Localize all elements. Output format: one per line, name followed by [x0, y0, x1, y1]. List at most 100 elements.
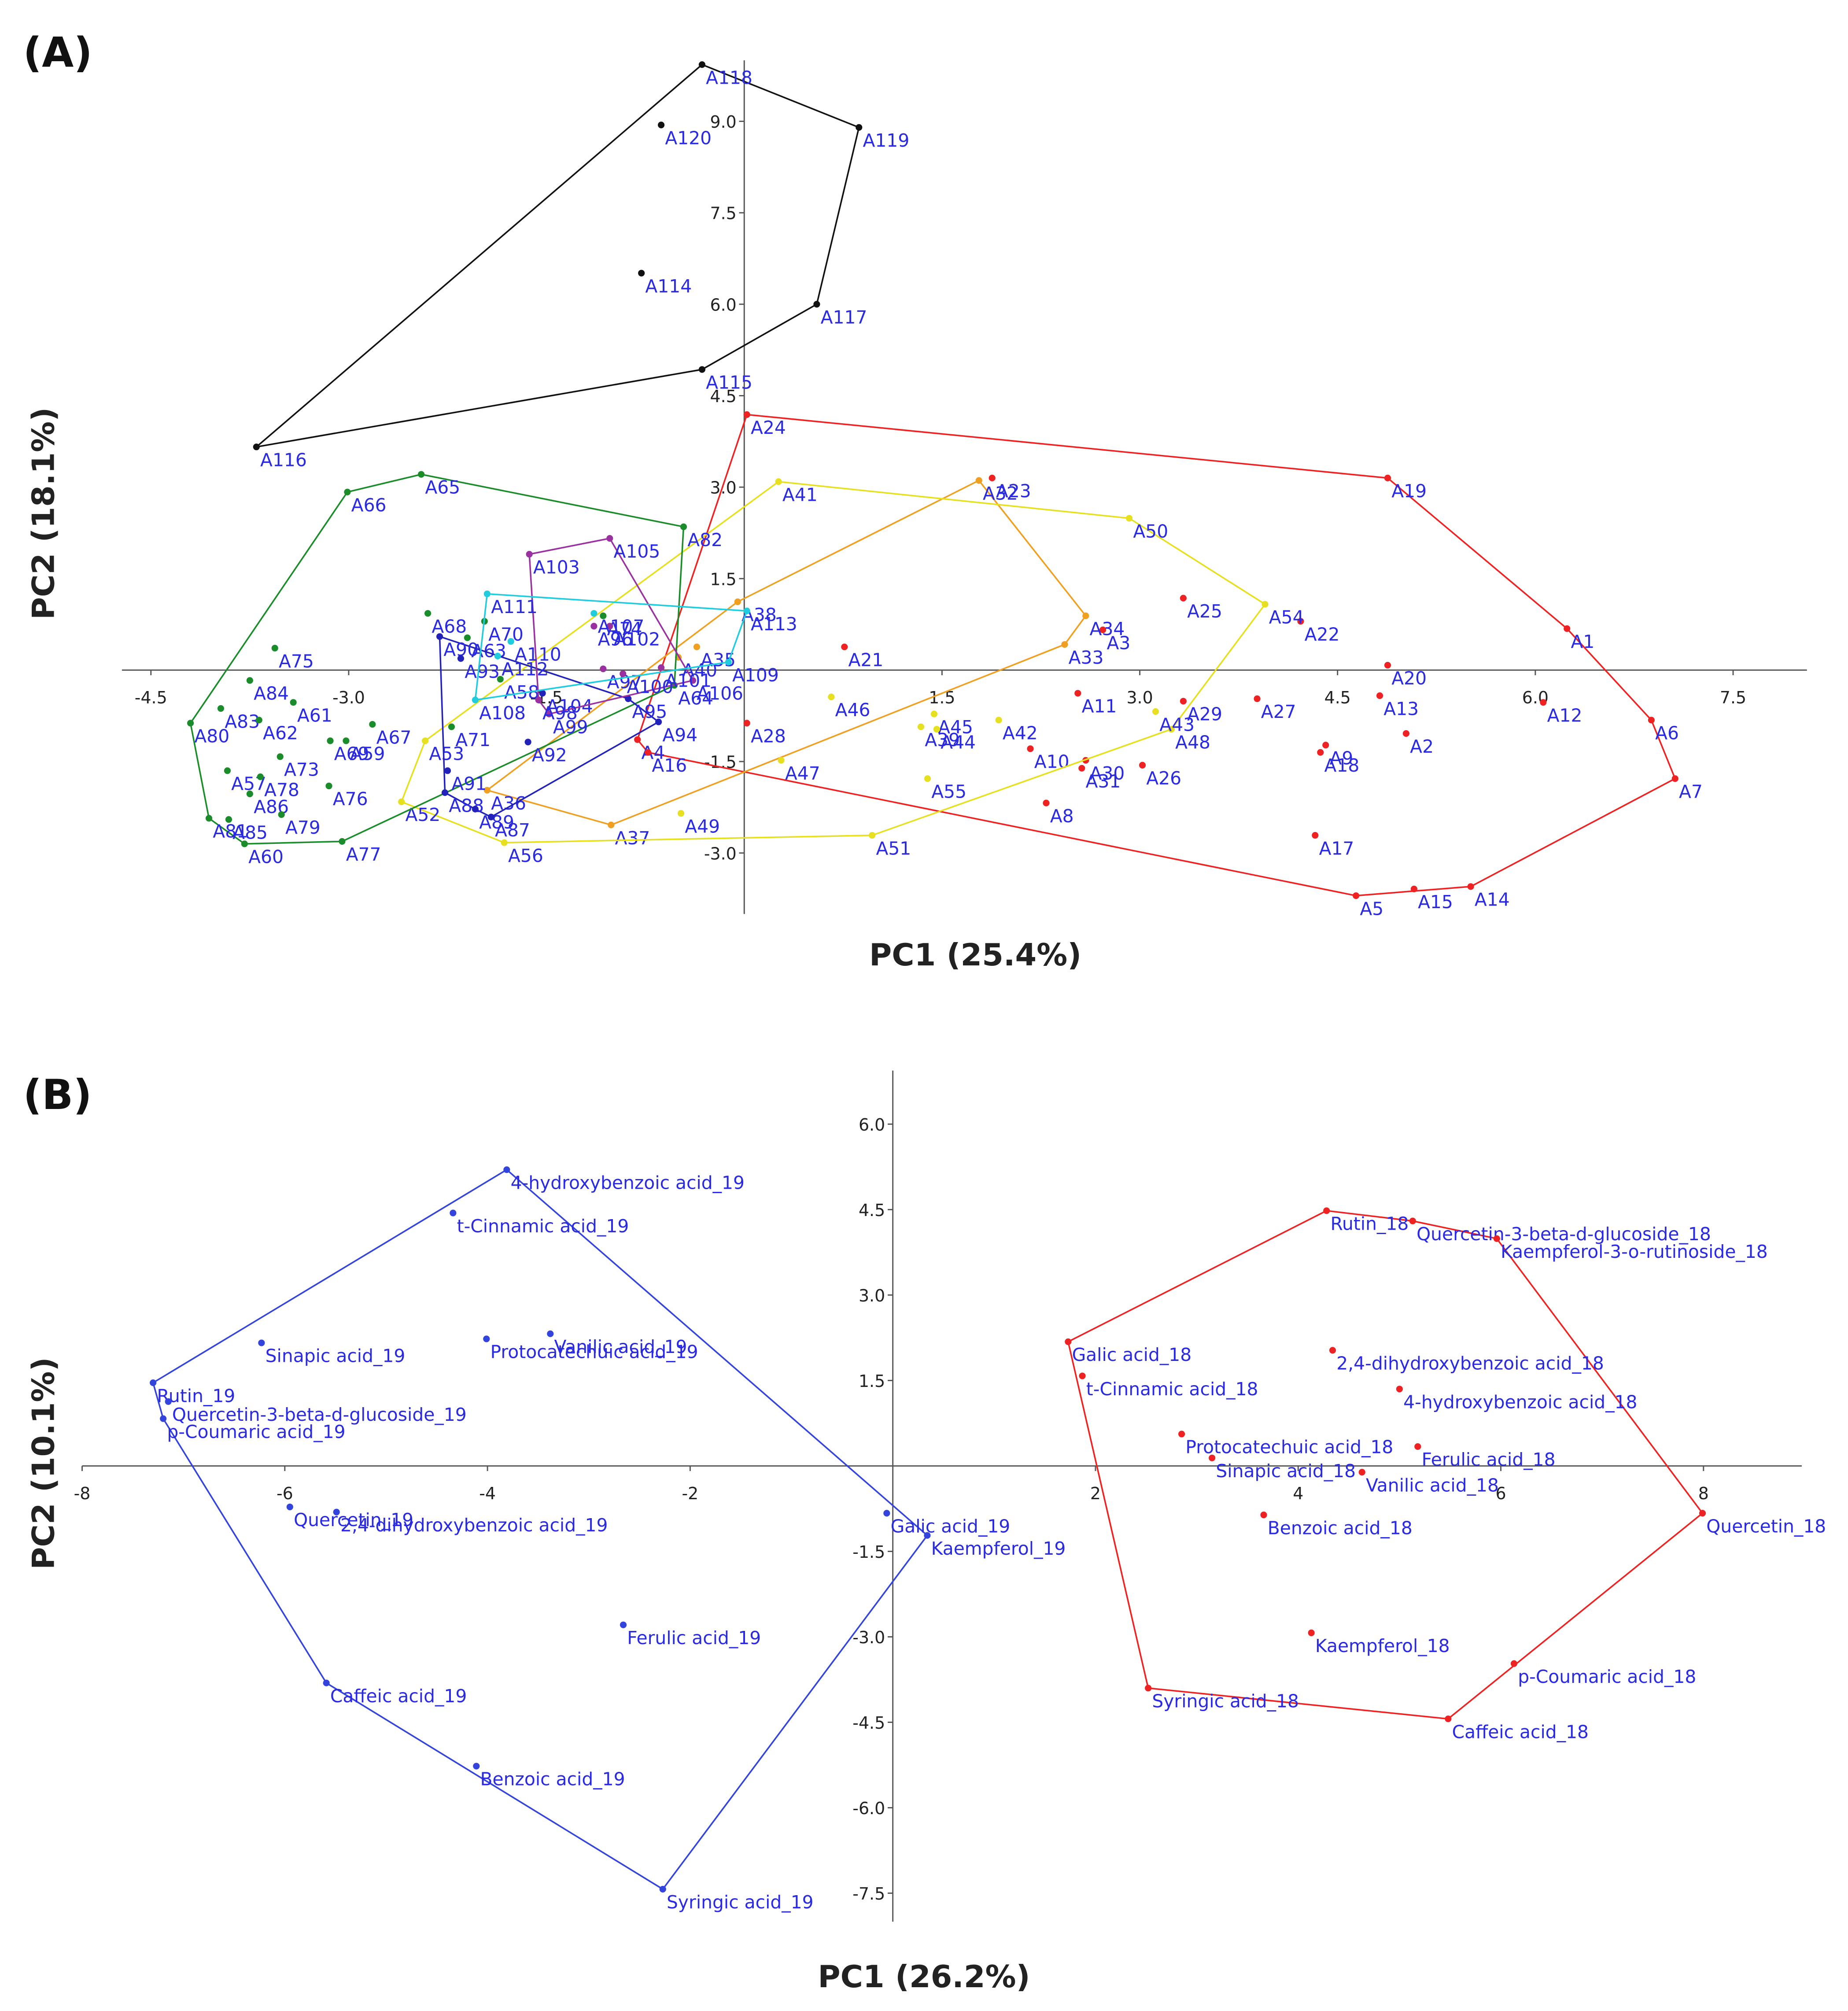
point-label: A103 [533, 557, 580, 578]
point-label: A22 [1305, 624, 1340, 645]
point [658, 122, 665, 129]
point [1564, 625, 1571, 632]
point-label: Protocatechuic acid_19 [491, 1342, 698, 1363]
point [1065, 1338, 1072, 1346]
point [472, 696, 479, 703]
point-label: A14 [1475, 889, 1510, 910]
point-label: A68 [432, 616, 467, 637]
y-tick-label: 9.0 [710, 112, 737, 132]
x-tick-label: 4.5 [1324, 688, 1351, 707]
point-label: A113 [751, 614, 797, 635]
point [325, 782, 332, 790]
point-label: A10 [1034, 751, 1070, 773]
point-label: A112 [502, 658, 548, 680]
point [1540, 699, 1547, 706]
point-label: A12 [1547, 705, 1582, 726]
point-label: A63 [471, 640, 506, 662]
point [539, 690, 546, 697]
point-label: A62 [263, 723, 298, 744]
point-label: A16 [652, 755, 687, 776]
point [743, 720, 750, 727]
point [1061, 641, 1068, 648]
point-label: A100 [627, 676, 674, 697]
point [547, 1330, 554, 1337]
point [483, 590, 491, 597]
point-label: Quercetin-3-beta-d-glucoside_19 [172, 1404, 467, 1425]
point-label: A46 [835, 699, 871, 721]
point-label: A61 [297, 705, 332, 726]
point [655, 718, 662, 725]
point-label: t-Cinnamic acid_19 [457, 1216, 629, 1237]
point-label: A96 [598, 628, 633, 650]
point-label: A40 [682, 660, 717, 681]
point-label: A108 [479, 702, 526, 724]
point [187, 720, 194, 727]
point [526, 551, 533, 558]
point [698, 366, 706, 373]
point [344, 488, 351, 495]
x-tick-label: -2 [682, 1484, 699, 1503]
x-tick-label: 1.5 [929, 688, 955, 707]
y-tick-label: 3.0 [710, 478, 737, 498]
point [634, 736, 641, 743]
x-tick-label: -6 [277, 1484, 293, 1503]
point [327, 737, 334, 744]
point-label: A11 [1082, 696, 1117, 717]
point-label: A119 [863, 130, 910, 151]
point [1414, 1443, 1421, 1450]
point [1445, 1715, 1452, 1723]
y-tick-label: 1.5 [859, 1371, 885, 1391]
point-label: A99 [553, 717, 588, 738]
point-label: A78 [264, 779, 299, 800]
point-label: A15 [1418, 891, 1453, 913]
point [1043, 799, 1050, 806]
point-label: A48 [1175, 732, 1210, 753]
y-axis-title: PC2 (18.1%) [26, 407, 61, 620]
panel-label: (A) [23, 29, 92, 77]
x-tick-label: 4 [1293, 1484, 1303, 1503]
point-label: A101 [665, 670, 712, 691]
point [778, 757, 785, 764]
point-label: A111 [491, 596, 538, 617]
point-label: A115 [706, 372, 752, 393]
y-tick-label: 4.5 [859, 1201, 885, 1220]
x-tick-label: 7.5 [1720, 688, 1746, 707]
group-hull [636, 414, 1676, 897]
point [271, 645, 278, 652]
point [241, 840, 248, 847]
point-label: A118 [706, 67, 752, 88]
point [448, 723, 455, 730]
point-label: 4-hydroxybenzoic acid_19 [511, 1172, 745, 1194]
y-tick-label: 3.0 [859, 1286, 885, 1305]
point [600, 665, 607, 673]
point-label: A93 [465, 661, 500, 682]
point [1152, 708, 1159, 715]
point [424, 610, 432, 617]
point-label: Syringic acid_19 [667, 1892, 814, 1913]
y-tick-label: -3.0 [704, 844, 737, 863]
point-label: Benzoic acid_18 [1268, 1517, 1413, 1538]
point-label: Ferulic acid_18 [1422, 1449, 1556, 1470]
y-tick-label: -3.0 [852, 1628, 885, 1647]
point-label: A53 [429, 743, 464, 765]
point [1648, 717, 1655, 724]
point [659, 1885, 666, 1893]
point [828, 693, 835, 700]
point [1376, 692, 1383, 699]
point-label: A28 [751, 726, 786, 747]
point-label: A9 [1330, 747, 1354, 769]
point-label: Vanilic acid_19 [554, 1336, 687, 1357]
point [473, 1763, 480, 1770]
point [323, 1679, 330, 1686]
point-label: Rutin_18 [1330, 1213, 1409, 1235]
y-tick-label: 7.5 [710, 204, 737, 223]
point [483, 1335, 490, 1342]
point [418, 471, 425, 478]
point-label: A85 [232, 822, 268, 843]
point [546, 710, 553, 717]
point [677, 810, 685, 817]
point [1384, 474, 1391, 481]
point-label: A56 [508, 845, 543, 866]
point [398, 798, 405, 806]
point-label: t-Cinnamic acid_18 [1086, 1379, 1258, 1400]
